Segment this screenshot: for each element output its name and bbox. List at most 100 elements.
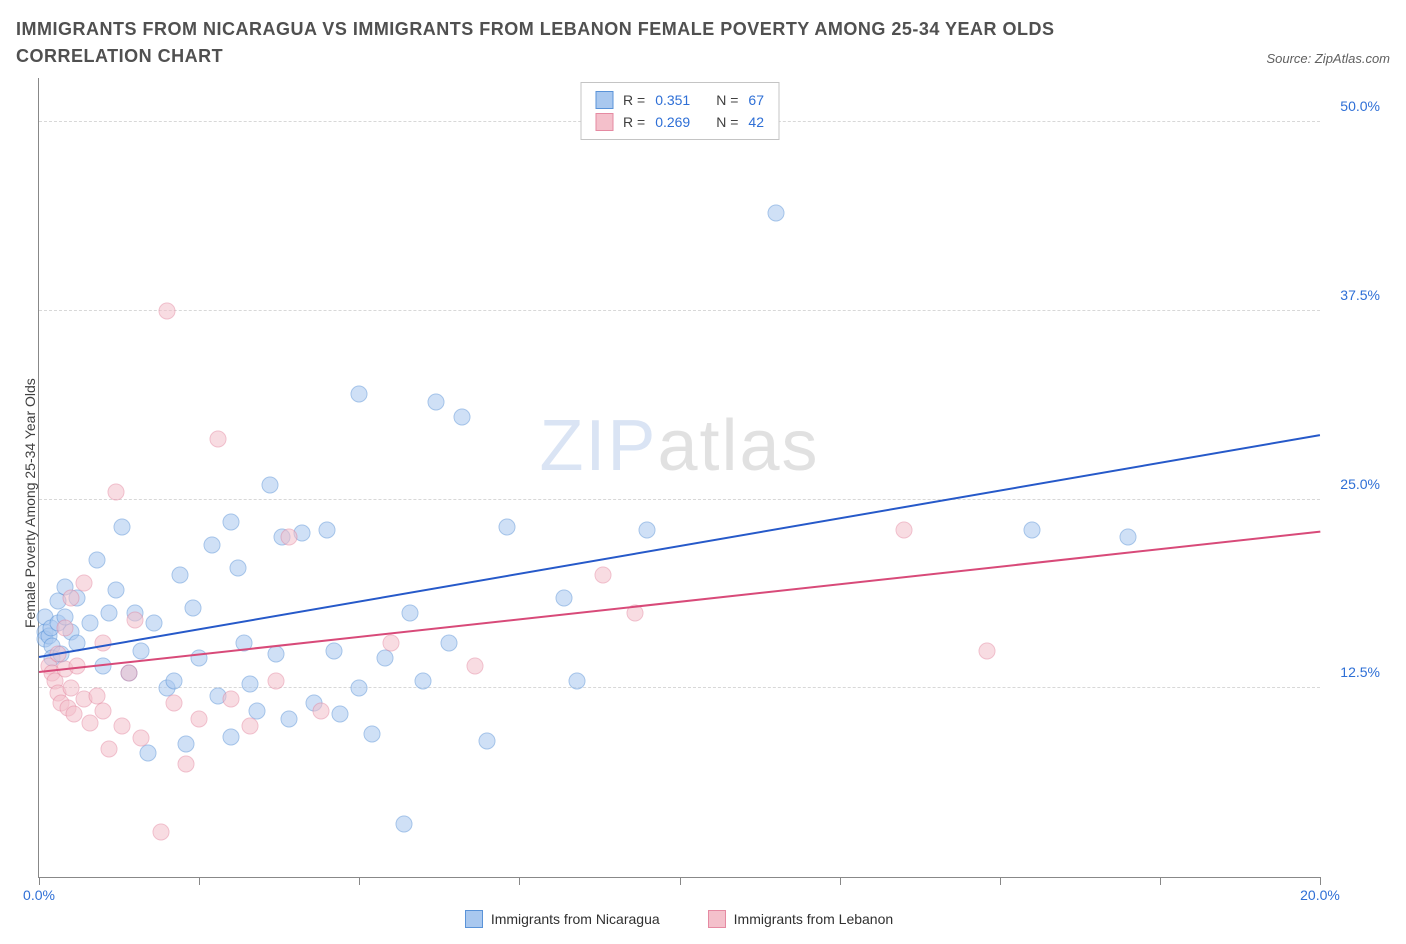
y-tick-label: 12.5% [1326, 664, 1380, 680]
data-point [120, 665, 137, 682]
data-point [767, 204, 784, 221]
x-tick [519, 877, 520, 885]
data-point [178, 736, 195, 753]
data-point [1023, 521, 1040, 538]
n-value-nicaragua: 67 [748, 92, 764, 108]
legend-item-nicaragua: Immigrants from Nicaragua [465, 910, 660, 928]
data-point [101, 740, 118, 757]
chart-header: IMMIGRANTS FROM NICARAGUA VS IMMIGRANTS … [16, 16, 1390, 70]
data-point [402, 604, 419, 621]
legend-item-lebanon: Immigrants from Lebanon [708, 910, 894, 928]
data-point [127, 612, 144, 629]
data-point [223, 690, 240, 707]
data-point [280, 710, 297, 727]
data-point [396, 816, 413, 833]
data-point [223, 728, 240, 745]
data-point [139, 745, 156, 762]
legend-swatch-lebanon [708, 910, 726, 928]
data-point [428, 393, 445, 410]
data-point [101, 604, 118, 621]
watermark: ZIPatlas [539, 405, 819, 487]
data-point [107, 582, 124, 599]
x-tick [199, 877, 200, 885]
data-point [75, 574, 92, 591]
data-point [82, 615, 99, 632]
data-point [639, 521, 656, 538]
data-point [191, 710, 208, 727]
data-point [95, 702, 112, 719]
data-point [319, 521, 336, 538]
gridline [39, 310, 1320, 311]
data-point [165, 672, 182, 689]
x-tick [39, 877, 40, 885]
gridline [39, 499, 1320, 500]
x-tick [680, 877, 681, 885]
data-point [146, 615, 163, 632]
data-point [178, 755, 195, 772]
data-point [332, 705, 349, 722]
chart-source: Source: ZipAtlas.com [1266, 51, 1390, 70]
data-point [364, 725, 381, 742]
data-point [569, 672, 586, 689]
legend-swatch-nicaragua [465, 910, 483, 928]
data-point [312, 702, 329, 719]
stats-legend-row: R = 0.269 N = 42 [595, 111, 764, 133]
x-tick [840, 877, 841, 885]
data-point [594, 567, 611, 584]
data-point [325, 642, 342, 659]
data-point [66, 705, 83, 722]
right-gutter [1320, 78, 1390, 928]
data-point [479, 733, 496, 750]
n-value-lebanon: 42 [748, 114, 764, 130]
watermark-atlas: atlas [657, 406, 819, 486]
data-point [229, 559, 246, 576]
stats-legend: R = 0.351 N = 67 R = 0.269 N = 42 [580, 82, 779, 140]
series-legend: Immigrants from Nicaragua Immigrants fro… [38, 878, 1320, 928]
y-tick-label: 25.0% [1326, 476, 1380, 492]
plot-column: ZIPatlas R = 0.351 N = 67 R = 0.269 N = [38, 78, 1320, 928]
data-point [415, 672, 432, 689]
regression-line [39, 531, 1320, 673]
data-point [267, 672, 284, 689]
data-point [133, 642, 150, 659]
x-tick [1160, 877, 1161, 885]
r-label: R = [623, 92, 645, 108]
data-point [466, 657, 483, 674]
data-point [114, 518, 131, 535]
x-tick [1320, 877, 1321, 885]
data-point [556, 589, 573, 606]
chart-title: IMMIGRANTS FROM NICARAGUA VS IMMIGRANTS … [16, 16, 1136, 70]
data-point [1119, 529, 1136, 546]
y-axis-label: Female Poverty Among 25-34 Year Olds [16, 78, 38, 928]
data-point [440, 635, 457, 652]
data-point [203, 536, 220, 553]
data-point [376, 650, 393, 667]
data-point [280, 529, 297, 546]
data-point [453, 408, 470, 425]
data-point [184, 600, 201, 617]
data-point [159, 302, 176, 319]
data-point [152, 823, 169, 840]
data-point [978, 642, 995, 659]
x-tick [359, 877, 360, 885]
legend-swatch-nicaragua [595, 91, 613, 109]
data-point [261, 476, 278, 493]
y-tick-label: 50.0% [1326, 98, 1380, 114]
watermark-zip: ZIP [539, 406, 657, 486]
data-point [242, 718, 259, 735]
data-point [63, 589, 80, 606]
data-point [498, 518, 515, 535]
data-point [56, 619, 73, 636]
data-point [133, 730, 150, 747]
data-point [88, 552, 105, 569]
data-point [171, 567, 188, 584]
data-point [895, 521, 912, 538]
n-label: N = [716, 92, 738, 108]
x-tick [1000, 877, 1001, 885]
x-tick-label: 20.0% [1300, 887, 1340, 903]
regression-line [39, 434, 1320, 658]
stats-legend-row: R = 0.351 N = 67 [595, 89, 764, 111]
r-value-lebanon: 0.269 [655, 114, 690, 130]
data-point [210, 431, 227, 448]
data-point [351, 385, 368, 402]
